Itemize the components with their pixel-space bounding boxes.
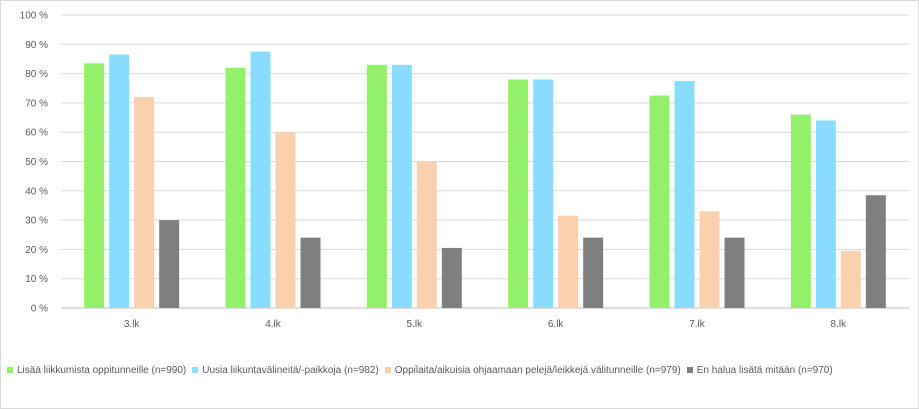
bar: [699, 211, 720, 308]
legend-label: Uusia liikuntavälineitä/-paikkoja (n=982…: [202, 364, 379, 376]
x-category-label: 3.lk: [124, 319, 141, 330]
y-tick-label: 100 %: [20, 11, 48, 22]
bar: [674, 80, 695, 308]
y-tick-label: 50 %: [25, 157, 48, 168]
legend: Lisää liikkumista oppitunneille (n=990) U…: [7, 363, 919, 377]
legend-item: En halua lisätä mitään (n=970): [686, 364, 833, 376]
bar: [225, 67, 246, 309]
legend-swatch: [7, 367, 13, 373]
bar: [840, 250, 861, 308]
y-tick-label: 30 %: [25, 216, 48, 227]
y-tick-label: 70 %: [25, 98, 48, 109]
legend-item: Lisää liikkumista oppitunneille (n=990): [7, 365, 186, 376]
bars: [84, 51, 886, 309]
bar: [508, 79, 529, 309]
legend-swatch: [384, 367, 391, 373]
bar: [134, 97, 155, 308]
legend-swatch: [192, 367, 199, 373]
y-tick-label: 10 %: [25, 274, 48, 285]
bar: [366, 64, 387, 308]
legend-label: Lisää liikkumista oppitunneille (n=990): [17, 364, 187, 376]
bar: [558, 215, 579, 308]
bar: [441, 247, 462, 308]
y-tick-label: 0 %: [31, 304, 48, 315]
legend-item: Oppilaita/aikuisia ohjaamaan pelejä/leik…: [384, 364, 681, 376]
legend-swatch: [686, 367, 693, 373]
bar-chart: 0 % 10 % 20 % 30 % 40 % 50 % 60 % 70 % 80 % 90 % 1…: [20, 11, 909, 330]
bar: [583, 237, 604, 308]
y-tick-label: 90 %: [25, 40, 48, 51]
legend-item: Uusia liikuntavälineitä/-paikkoja (n=982…: [192, 364, 379, 376]
bar: [724, 237, 745, 308]
x-category-label: 4.lk: [265, 319, 282, 330]
y-tick-label: 40 %: [25, 186, 48, 197]
bar: [416, 161, 437, 308]
legend-label: Oppilaita/aikuisia ohjaamaan pelejä/leik…: [394, 364, 681, 376]
legend-label: En halua lisätä mitään (n=970): [696, 364, 833, 376]
bar: [109, 54, 130, 309]
bar: [790, 114, 811, 309]
bar: [649, 95, 670, 308]
gridlines: [61, 14, 909, 309]
x-category-label: 6.lk: [548, 319, 565, 330]
bar: [275, 132, 296, 308]
x-axis-categories: 3.lk 4.lk 5.lk 6.lk 7.lk 8.lk: [124, 319, 847, 330]
x-category-label: 8.lk: [831, 319, 848, 330]
bar: [84, 63, 105, 308]
y-axis-ticks: 0 % 10 % 20 % 30 % 40 % 50 % 60 % 70 % 80 % 90 % 1…: [20, 11, 48, 315]
bar: [300, 237, 321, 308]
bar: [391, 64, 412, 308]
bar: [159, 220, 180, 308]
x-category-label: 7.lk: [689, 319, 706, 330]
bar: [250, 51, 271, 308]
bar: [533, 79, 554, 309]
x-category-label: 5.lk: [407, 319, 424, 330]
bar: [815, 120, 836, 308]
y-tick-label: 60 %: [25, 128, 48, 139]
y-tick-label: 20 %: [25, 245, 48, 256]
bar: [865, 195, 886, 308]
y-tick-label: 80 %: [25, 69, 48, 80]
